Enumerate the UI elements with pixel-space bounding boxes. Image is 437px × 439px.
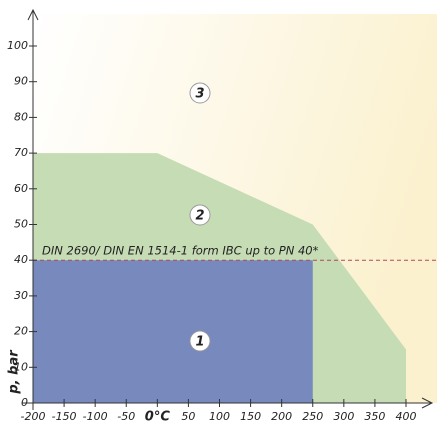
region-number: 2 <box>195 209 204 224</box>
x-tick-label: 350 <box>364 410 385 423</box>
region-badge <box>189 82 211 104</box>
x-tick-label: -200 <box>21 410 46 423</box>
y-tick-label: 0 <box>21 396 28 409</box>
x-tick-label: 50 <box>181 410 195 423</box>
region-number: 3 <box>195 87 204 102</box>
y-tick-label: 10 <box>14 360 28 373</box>
x-tick-label: -50 <box>117 410 135 423</box>
y-tick-label: 90 <box>14 75 28 88</box>
y-tick-label: 20 <box>14 325 28 338</box>
y-tick-label: 40 <box>14 253 28 266</box>
x-tick-label: 400 <box>396 410 417 423</box>
y-tick-label: 30 <box>14 289 28 302</box>
y-arrow <box>27 8 39 21</box>
x-tick-label: -150 <box>52 410 77 423</box>
y-tick-label: 100 <box>7 39 28 52</box>
x-tick-label: 0°C <box>145 410 171 425</box>
x-tick-label: 250 <box>302 410 323 423</box>
region-badge <box>189 204 211 226</box>
region-number: 1 <box>195 335 204 350</box>
x-tick-label: -100 <box>83 410 108 423</box>
y-tick-label: 50 <box>14 218 28 231</box>
x-tick-label: 300 <box>333 410 354 423</box>
region <box>33 260 313 403</box>
x-tick-label: 150 <box>240 410 261 423</box>
region-badge <box>189 330 211 352</box>
x-tick-label: 200 <box>271 410 292 423</box>
y-tick-label: 80 <box>14 110 28 123</box>
x-tick-label: 100 <box>209 410 230 423</box>
x-arrow <box>421 397 434 409</box>
y-axis-label: p, bar <box>7 349 22 395</box>
y-tick-label: 60 <box>14 182 28 195</box>
reference-label: DIN 2690/ DIN EN 1514-1 form IBC up to P… <box>42 244 319 258</box>
y-tick-label: 70 <box>14 146 28 159</box>
